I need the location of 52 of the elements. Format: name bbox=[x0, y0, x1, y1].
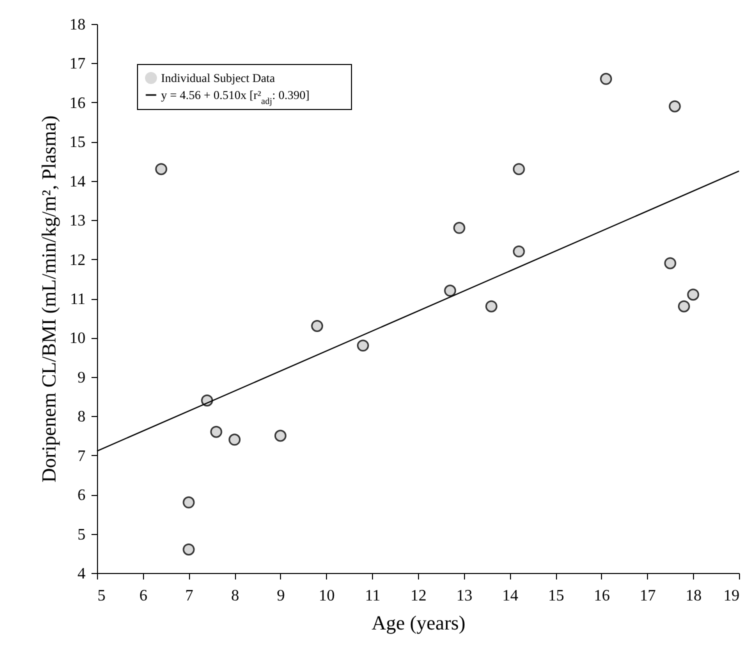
y-tick-label: 4 bbox=[78, 566, 86, 582]
point bbox=[210, 426, 222, 438]
point bbox=[453, 222, 466, 234]
x-tick-label: 12 bbox=[410, 588, 426, 604]
y-tick-label: 18 bbox=[70, 16, 86, 34]
y-tick-label: 13 bbox=[70, 212, 86, 230]
x-tick-label: 14 bbox=[502, 588, 518, 604]
point bbox=[228, 434, 241, 446]
y-tick-label: 11 bbox=[70, 291, 86, 308]
point bbox=[274, 430, 286, 442]
y-tick-label: 17 bbox=[70, 56, 86, 73]
x-tick-label: 5 bbox=[98, 588, 106, 604]
legend-label: Individual Subject Data bbox=[161, 71, 276, 85]
point bbox=[485, 300, 498, 312]
x-tick-label: 9 bbox=[276, 588, 285, 604]
point bbox=[182, 543, 195, 556]
x-axis-title: Age (years) bbox=[372, 612, 466, 634]
y-tick-label: 14 bbox=[70, 173, 86, 190]
y-tick-label: 15 bbox=[70, 134, 86, 152]
y-tick-label: 12 bbox=[70, 252, 86, 269]
x-tick-label: 17 bbox=[640, 588, 656, 604]
point bbox=[182, 496, 195, 508]
x-tick-label: 15 bbox=[548, 588, 564, 604]
y-tick-label: 6 bbox=[78, 487, 86, 504]
x-tick-label: 6 bbox=[139, 588, 148, 604]
y-tick-label: 8 bbox=[78, 408, 86, 426]
x-tick-label: 10 bbox=[318, 588, 335, 604]
y-tick-label: 10 bbox=[70, 330, 86, 348]
point bbox=[600, 72, 612, 85]
y-tick-label: 5 bbox=[78, 526, 86, 544]
x-tick-label: 7 bbox=[185, 588, 194, 604]
x-tick-label: 18 bbox=[686, 588, 702, 604]
legend-label: y = 4.56 + 0.510x [r²$_{adj}$: 0.390] bbox=[161, 88, 310, 106]
point bbox=[664, 257, 676, 270]
point bbox=[687, 288, 700, 301]
y-tick-label: 16 bbox=[70, 94, 86, 112]
point bbox=[311, 320, 324, 332]
point bbox=[668, 100, 681, 112]
point bbox=[512, 245, 525, 258]
y-tick-label: 9 bbox=[78, 369, 86, 386]
point bbox=[678, 300, 690, 312]
y-axis-title: Doripenem CL/BMI (mL/min/kg/m², Plasma) bbox=[38, 115, 60, 483]
point bbox=[444, 284, 456, 297]
point bbox=[155, 163, 168, 176]
x-tick-label: 8 bbox=[231, 588, 240, 604]
x-tick-label: 16 bbox=[594, 588, 610, 604]
point bbox=[512, 163, 525, 176]
x-tick-label: 11 bbox=[364, 588, 380, 604]
x-tick-label: 13 bbox=[456, 588, 472, 604]
y-tick-label: 7 bbox=[78, 448, 86, 465]
x-tick-label: 19 bbox=[724, 588, 740, 604]
point bbox=[356, 340, 369, 352]
